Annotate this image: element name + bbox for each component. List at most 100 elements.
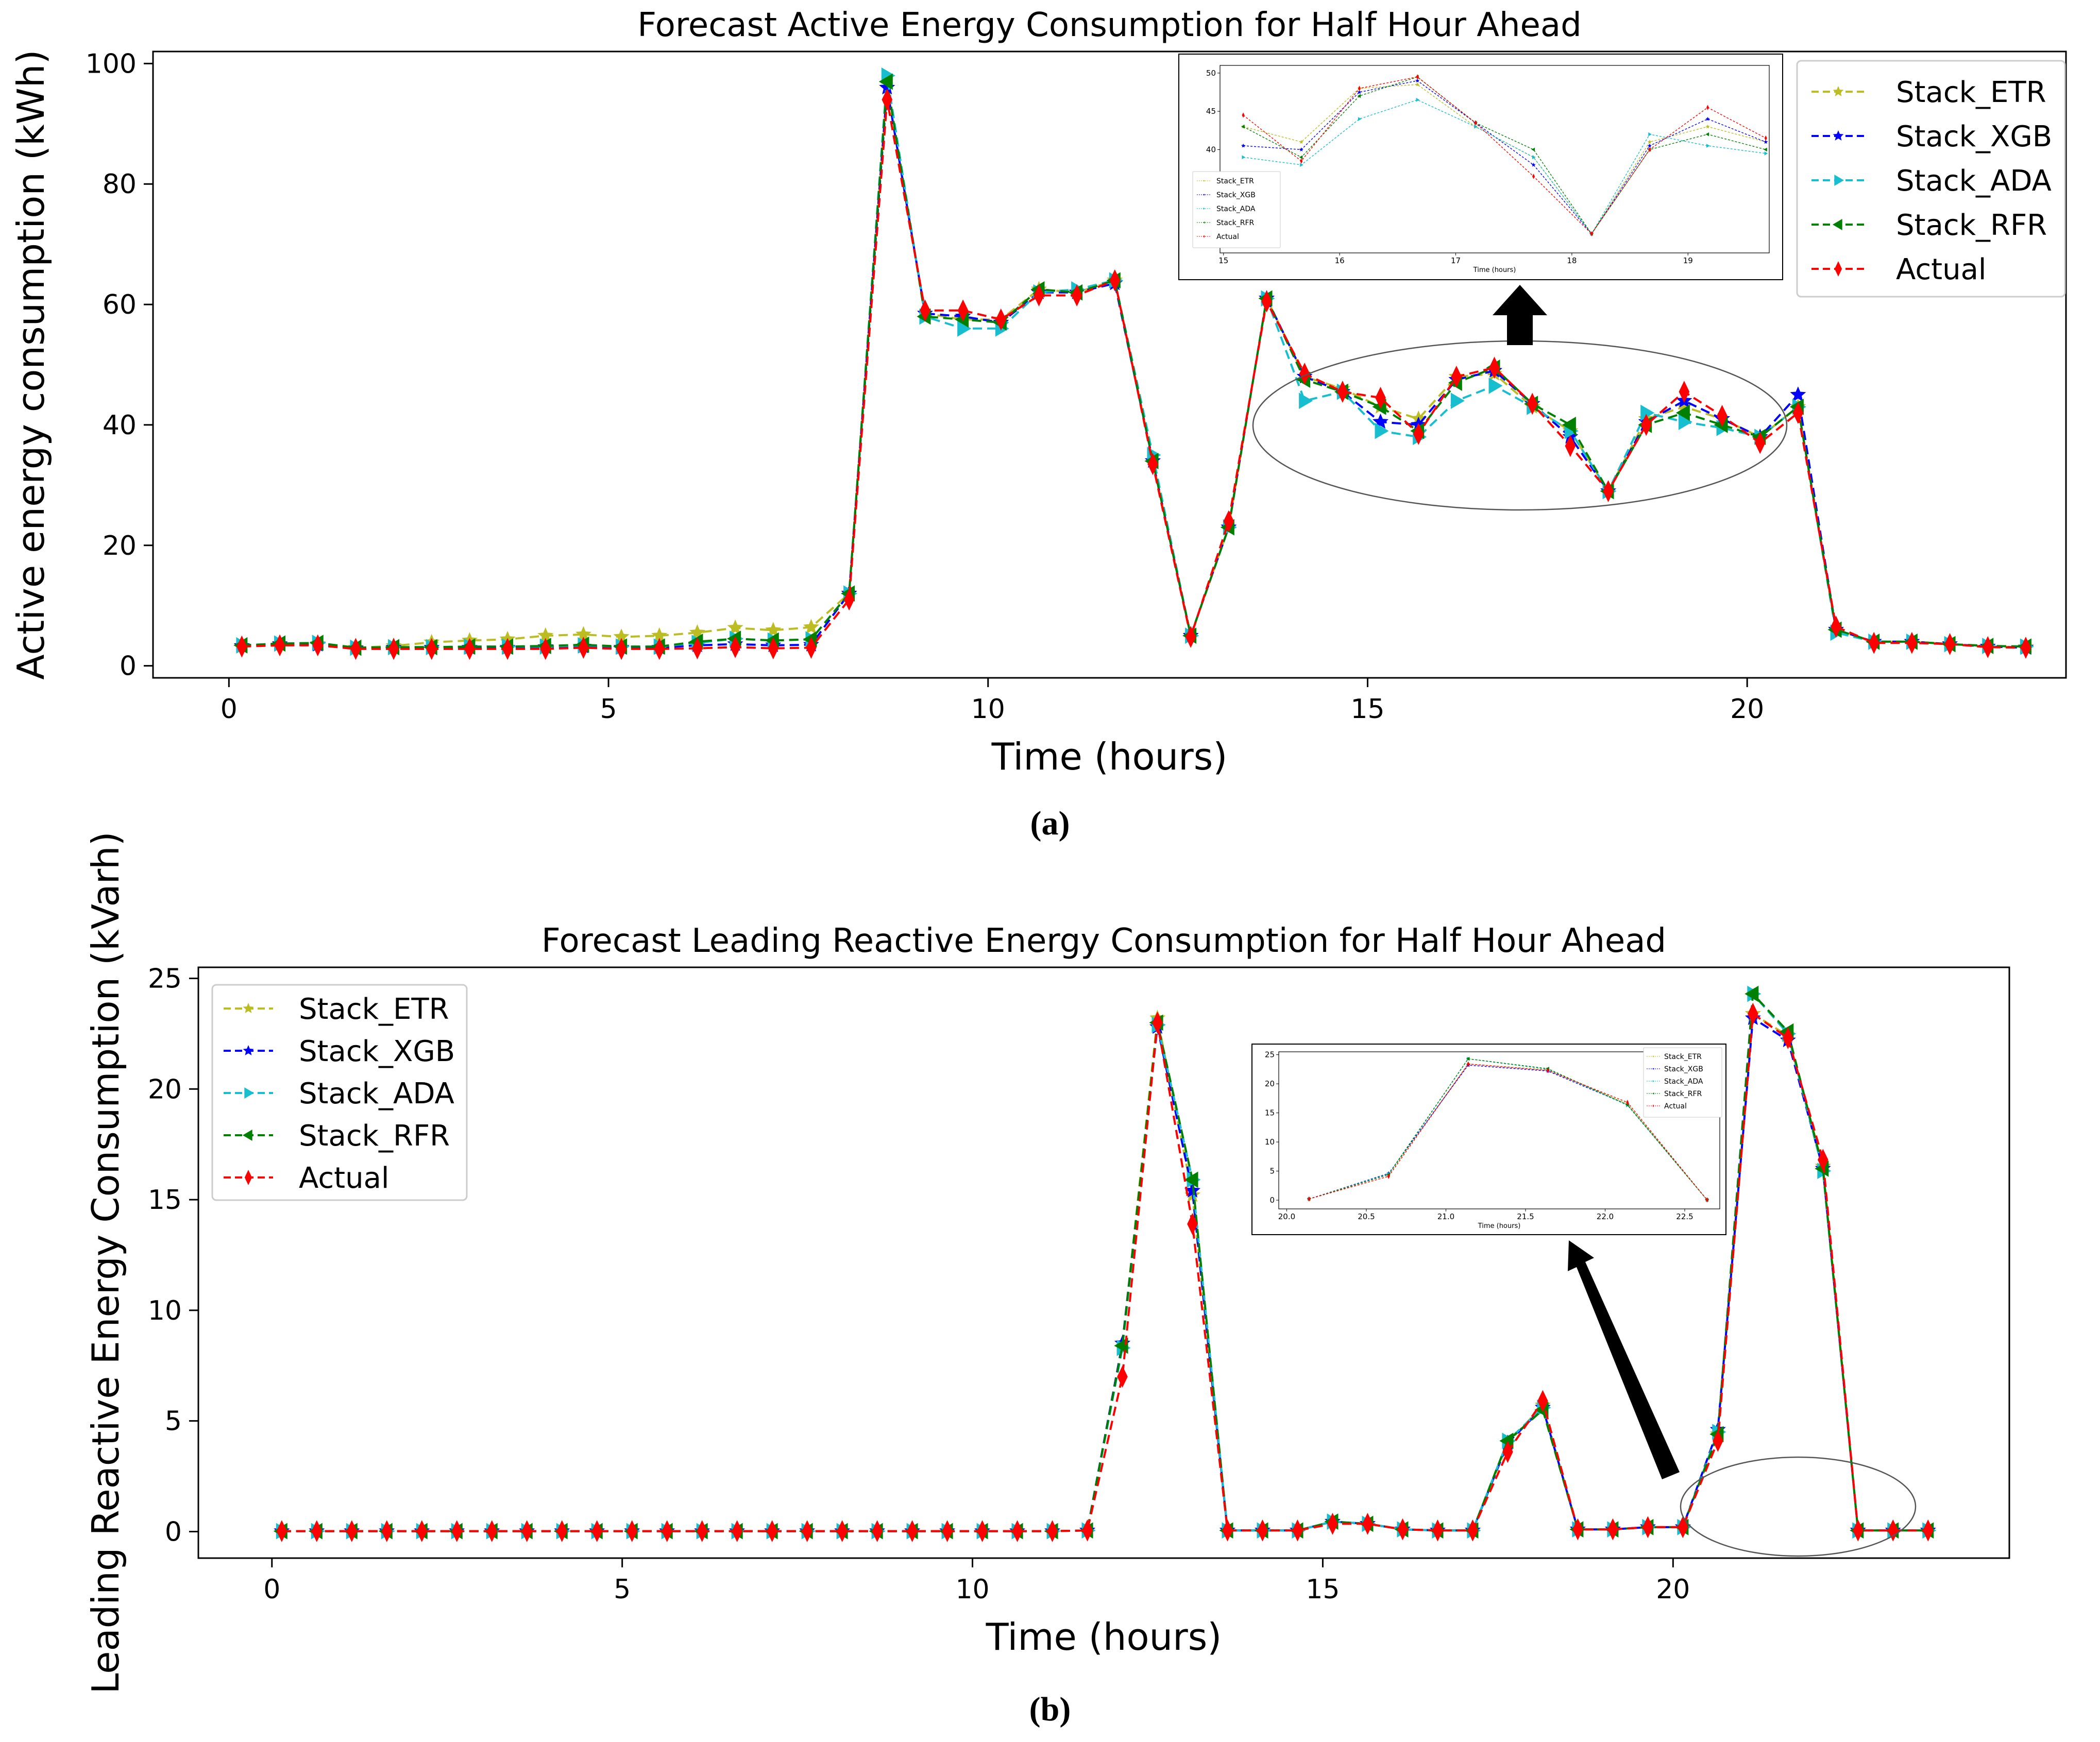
marker-actual xyxy=(1502,1441,1513,1463)
inset-marker-actual xyxy=(1242,112,1245,118)
marker-actual xyxy=(502,638,513,660)
marker-actual xyxy=(692,637,703,660)
marker-stack-etr xyxy=(803,619,819,634)
marker-actual xyxy=(1327,1513,1338,1535)
inset-x-tick-label: 16 xyxy=(1335,256,1345,265)
x-tick-label: 5 xyxy=(600,694,617,725)
legend-marker xyxy=(1834,261,1842,277)
marker-actual xyxy=(1152,1011,1163,1034)
inset-marker-stack-ada xyxy=(1648,132,1652,136)
marker-stack-ada xyxy=(1450,392,1465,409)
marker-actual xyxy=(1034,284,1044,306)
inset-marker-stack-rfr xyxy=(1241,124,1245,129)
inset-plot-frame xyxy=(1220,65,1770,253)
marker-actual xyxy=(1362,1513,1373,1535)
marker-actual xyxy=(616,638,627,660)
y-tick-label: 0 xyxy=(165,1516,182,1547)
marker-actual xyxy=(1222,1519,1233,1542)
marker-actual xyxy=(416,1520,428,1542)
inset-marker-stack-xgb xyxy=(1241,143,1246,148)
legend-marker xyxy=(1834,175,1844,186)
marker-actual xyxy=(730,636,741,658)
marker-actual xyxy=(1607,1518,1618,1541)
inset-marker-stack-ada xyxy=(1474,124,1478,129)
marker-actual xyxy=(843,588,855,611)
inset-marker-stack-ada xyxy=(1764,151,1768,156)
marker-actual xyxy=(1640,414,1652,436)
inset-marker-stack-xgb xyxy=(1764,140,1768,144)
marker-actual xyxy=(1451,365,1462,388)
inset-marker-actual xyxy=(1590,231,1593,237)
marker-actual xyxy=(920,299,930,322)
zoom-ellipse xyxy=(1252,340,1788,511)
x-tick-label: 15 xyxy=(1350,694,1384,725)
legend-box xyxy=(1796,60,2066,298)
marker-actual xyxy=(521,1520,533,1542)
legend-marker xyxy=(243,1130,252,1141)
inset-marker-stack-xgb xyxy=(1647,143,1652,148)
x-tick-label: 20 xyxy=(1656,1574,1690,1605)
inset-x-axis-title: Time (hours) xyxy=(1473,266,1516,274)
inset-marker-actual xyxy=(1474,120,1477,126)
marker-stack-rfr xyxy=(1562,417,1576,433)
legend-marker xyxy=(1833,219,1842,230)
marker-actual xyxy=(1413,423,1424,445)
y-tick-label: 20 xyxy=(148,1074,182,1105)
legend-label: Stack_RFR xyxy=(299,1119,450,1153)
inset-marker-stack-xgb xyxy=(1299,147,1303,151)
marker-stack-etr xyxy=(765,622,782,637)
inset-x-tick-label: 18 xyxy=(1567,256,1577,265)
inset-marker-stack-etr xyxy=(1647,140,1652,144)
inset-y-tick-label: 15 xyxy=(1265,1108,1275,1118)
inset-y-tick-label: 45 xyxy=(1206,107,1216,116)
x-tick-label: 0 xyxy=(221,694,238,725)
inset-plot-frame xyxy=(1278,1051,1720,1209)
inset-marker-actual xyxy=(1648,147,1651,152)
inset-marker-stack-ada xyxy=(1706,144,1710,148)
marker-actual xyxy=(802,1520,812,1542)
marker-actual xyxy=(1117,1365,1128,1388)
inset-marker-stack-etr xyxy=(1299,140,1303,144)
marker-actual xyxy=(1257,1519,1268,1542)
inset-marker-stack-ada xyxy=(1300,163,1303,167)
inset-y-tick-label: 25 xyxy=(1265,1050,1275,1060)
marker-actual xyxy=(1565,435,1576,457)
inset-marker-stack-rfr xyxy=(1299,155,1303,160)
inset-marker-actual xyxy=(1387,1173,1390,1179)
inset-x-tick-label: 17 xyxy=(1451,256,1461,265)
inset-legend-marker xyxy=(1652,1092,1654,1095)
marker-actual xyxy=(1397,1518,1408,1541)
inset-legend-marker xyxy=(1203,235,1205,238)
y-tick-label: 80 xyxy=(103,169,137,200)
marker-actual xyxy=(1147,453,1158,475)
marker-actual xyxy=(1223,510,1234,533)
inset-series-line-actual xyxy=(1243,76,1766,234)
y-axis-title: Leading Reactive Energy Consumption (kVa… xyxy=(84,831,127,1694)
marker-stack-rfr xyxy=(878,73,893,90)
inset-legend-marker xyxy=(1652,1068,1654,1070)
marker-stack-rfr xyxy=(1745,985,1759,1002)
inset-marker-actual xyxy=(1626,1100,1629,1105)
inset-legend-label: Stack_ADA xyxy=(1216,205,1256,213)
inset-series-line-stack-xgb xyxy=(1243,80,1766,234)
marker-stack-etr xyxy=(727,619,743,635)
marker-actual xyxy=(312,634,324,657)
marker-stack-rfr xyxy=(1675,404,1690,421)
marker-actual xyxy=(957,299,969,322)
marker-actual xyxy=(1868,631,1879,654)
inset-legend-marker xyxy=(1652,1104,1654,1107)
chart-a: 0 5 10 15 20 0 20 40 60 80 100 Forecast Active Ener… xyxy=(9,6,2067,778)
inset-series-line-stack-rfr xyxy=(1309,1058,1707,1200)
marker-actual xyxy=(1337,381,1348,403)
marker-actual xyxy=(977,1520,988,1542)
x-tick-label: 15 xyxy=(1306,1574,1340,1605)
marker-actual xyxy=(1187,1212,1198,1235)
legend-marker xyxy=(243,1003,254,1013)
inset-x-axis-title: Time (hours) xyxy=(1478,1222,1521,1230)
marker-actual xyxy=(1109,269,1121,292)
inset-marker-actual xyxy=(1532,174,1535,179)
marker-actual xyxy=(732,1520,742,1542)
marker-actual xyxy=(1292,1519,1303,1542)
x-axis-title: Time (hours) xyxy=(986,1615,1222,1659)
x-tick-label: 10 xyxy=(971,694,1005,725)
